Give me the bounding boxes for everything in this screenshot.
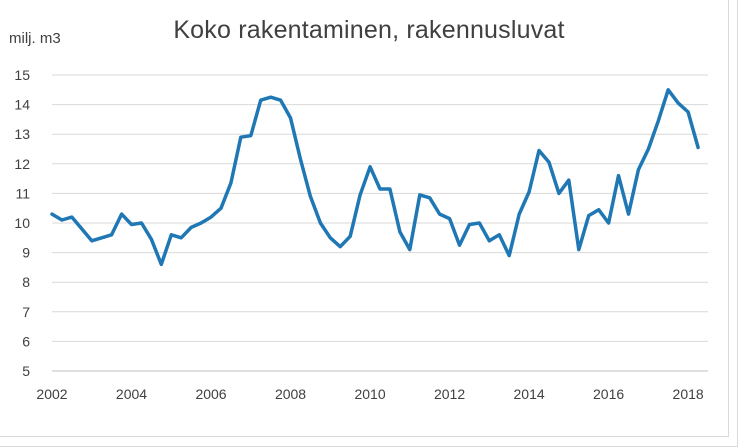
y-tick-label: 10 xyxy=(14,215,30,231)
x-tick-label: 2004 xyxy=(116,386,147,402)
y-tick-label: 14 xyxy=(14,97,30,113)
x-tick-label: 2018 xyxy=(673,386,704,402)
x-tick-label: 2010 xyxy=(354,386,385,402)
x-tick-label: 2016 xyxy=(593,386,624,402)
y-axis-unit-label: milj. m3 xyxy=(9,30,61,47)
chart-area xyxy=(0,0,729,437)
y-tick-label: 9 xyxy=(22,245,30,261)
x-tick-label: 2014 xyxy=(514,386,545,402)
chart-title: Koko rakentaminen, rakennusluvat xyxy=(173,16,565,44)
x-tick-label: 2006 xyxy=(195,386,226,402)
x-tick-label: 2008 xyxy=(275,386,306,402)
y-tick-label: 7 xyxy=(22,304,30,320)
x-tick-label: 2002 xyxy=(36,386,67,402)
y-tick-label: 11 xyxy=(15,185,30,201)
y-tick-label: 12 xyxy=(14,156,30,172)
y-tick-label: 5 xyxy=(22,363,30,379)
y-tick-label: 13 xyxy=(14,126,30,142)
y-tick-label: 15 xyxy=(14,67,30,83)
x-tick-label: 2012 xyxy=(434,386,465,402)
y-tick-label: 8 xyxy=(22,274,30,290)
series-line xyxy=(50,88,700,267)
y-tick-label: 6 xyxy=(22,333,30,349)
